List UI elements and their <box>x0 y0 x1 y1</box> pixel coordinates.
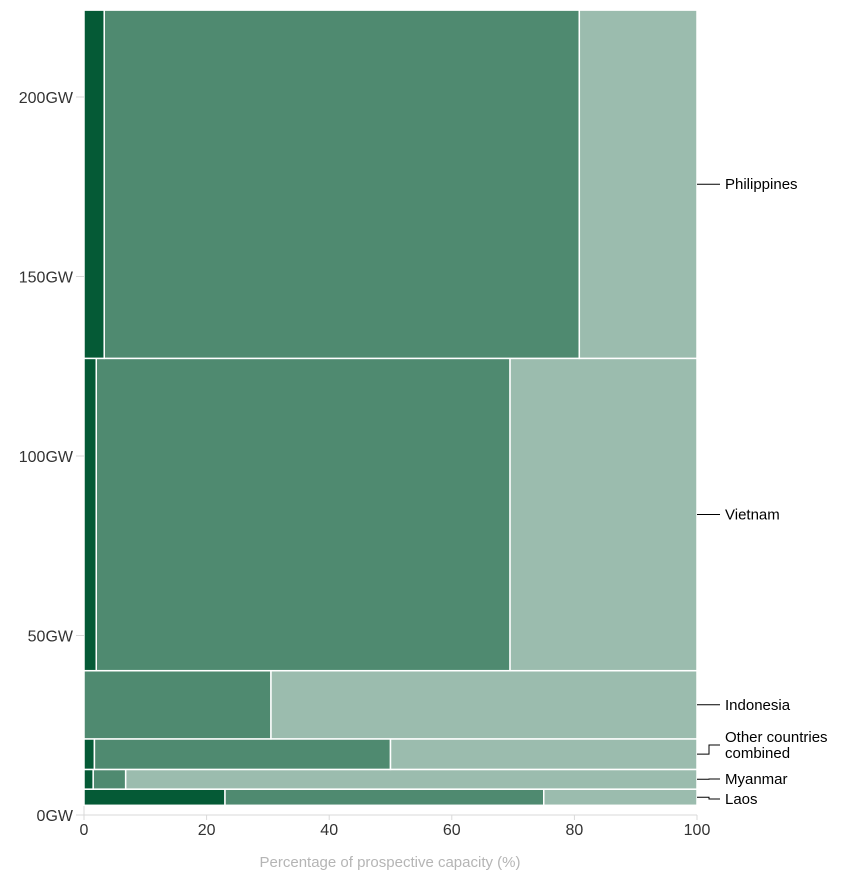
mosaic-cell-other-countries-combined-2 <box>93 738 392 771</box>
x-tick-label: 80 <box>566 822 584 839</box>
mosaic-cell-philippines-3 <box>578 9 698 360</box>
mosaic-cell-other-countries-combined-1 <box>83 738 96 771</box>
mosaic-cell-myanmar-1 <box>83 768 94 790</box>
y-tick-label: 200GW <box>19 90 74 107</box>
mosaic-cell-vietnam-2 <box>95 357 511 672</box>
country-label-laos: Laos <box>725 791 758 808</box>
country-label-indonesia: Indonesia <box>725 697 791 714</box>
y-tick-label: 150GW <box>19 270 74 287</box>
country-label-line-2: combined <box>725 745 790 762</box>
y-tick-label: 0GW <box>37 808 74 825</box>
y-axis-ticks: 0GW 50GW 100GW 150GW 200GW <box>19 90 84 825</box>
mosaic-cell-vietnam-1 <box>83 357 98 672</box>
x-axis-title: Percentage of prospective capacity (%) <box>260 854 521 871</box>
mosaic-cell-vietnam-3 <box>509 357 698 672</box>
label-leader-laos <box>697 796 720 800</box>
country-label-vietnam: Vietnam <box>725 507 780 524</box>
mosaic-cell-myanmar-2 <box>92 768 127 790</box>
country-labels: Laos Myanmar Other countries combined Indone… <box>697 176 828 808</box>
mosaic-cell-laos-2 <box>224 788 545 807</box>
x-axis-ticks: 0 20 40 60 80 100 <box>80 815 711 839</box>
mosaic-cell-myanmar-3 <box>124 768 698 790</box>
mosaic-cell-laos-3 <box>543 788 698 807</box>
mosaic-cell-philippines-1 <box>83 9 105 360</box>
x-tick-label: 100 <box>684 822 711 839</box>
x-tick-label: 0 <box>80 822 89 839</box>
mosaic-cell-laos-1 <box>83 788 226 807</box>
x-tick-label: 60 <box>443 822 461 839</box>
x-tick-label: 20 <box>198 822 216 839</box>
x-tick-label: 40 <box>320 822 338 839</box>
country-label-line-1: Other countries <box>725 729 828 746</box>
label-leader-other-countries-combined <box>697 744 720 755</box>
country-label-myanmar: Myanmar <box>725 771 788 788</box>
mosaic-cell-philippines-2 <box>103 9 581 360</box>
country-label-philippines: Philippines <box>725 176 798 193</box>
country-label-other-countries-combined: Other countries combined <box>725 729 828 762</box>
mosaic-cell-indonesia-3 <box>270 669 698 740</box>
mosaic-cell-other-countries-combined-3 <box>389 738 698 771</box>
y-tick-label: 100GW <box>19 449 74 466</box>
mosaic-cells <box>83 9 698 807</box>
y-tick-label: 50GW <box>28 629 74 646</box>
mosaic-cell-indonesia-2 <box>83 669 272 740</box>
